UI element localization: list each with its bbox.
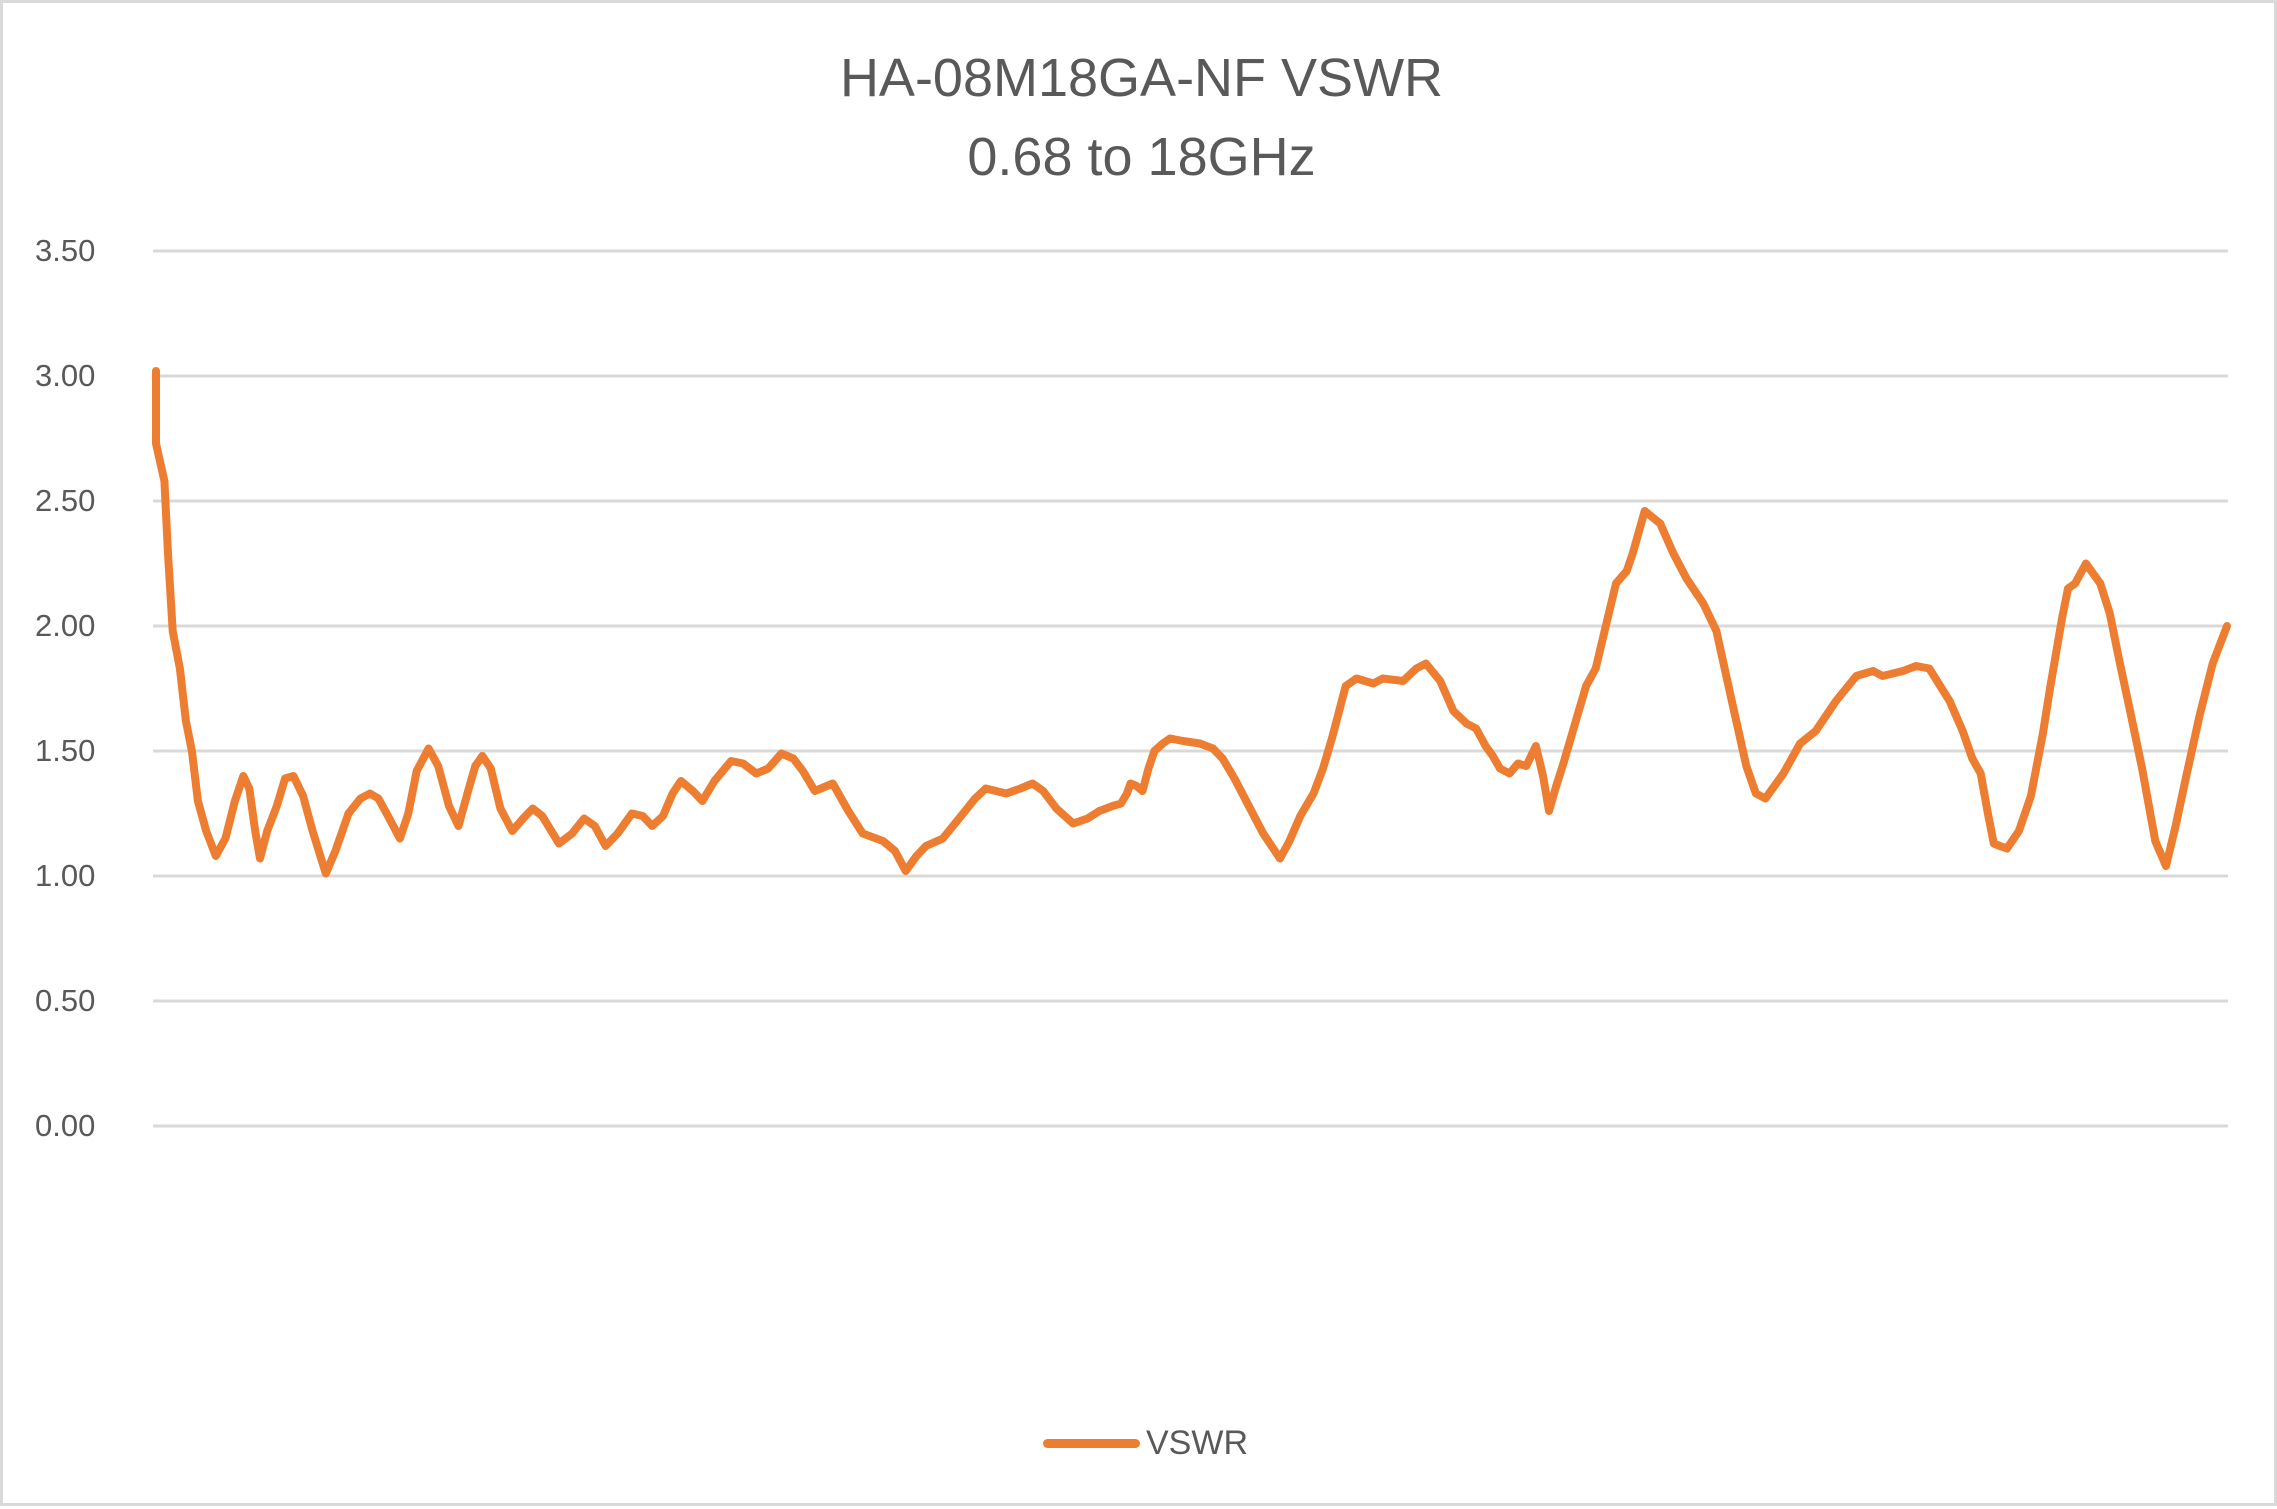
y-tick-label: 3.00 bbox=[35, 358, 96, 393]
legend-label: VSWR bbox=[1146, 1424, 1248, 1462]
y-tick-label: 3.50 bbox=[35, 233, 96, 268]
y-tick-label: 0.00 bbox=[35, 1108, 96, 1143]
y-tick-label: 1.50 bbox=[35, 733, 96, 768]
chart-title: HA-08M18GA-NF VSWR bbox=[839, 48, 1444, 108]
plot-area bbox=[152, 249, 2231, 1128]
gridlines bbox=[153, 249, 2228, 1128]
chart-subtitle: 0.68 to 18GHz bbox=[967, 127, 1316, 187]
legend-line-swatch-icon bbox=[1043, 1438, 1140, 1448]
y-tick-label: 2.50 bbox=[35, 483, 96, 518]
y-tick-label: 2.00 bbox=[35, 608, 96, 643]
vswr-line bbox=[152, 367, 2231, 878]
y-tick-label: 1.00 bbox=[35, 858, 96, 893]
y-tick-label: 0.50 bbox=[35, 983, 96, 1018]
legend: VSWR bbox=[1043, 1421, 1248, 1465]
